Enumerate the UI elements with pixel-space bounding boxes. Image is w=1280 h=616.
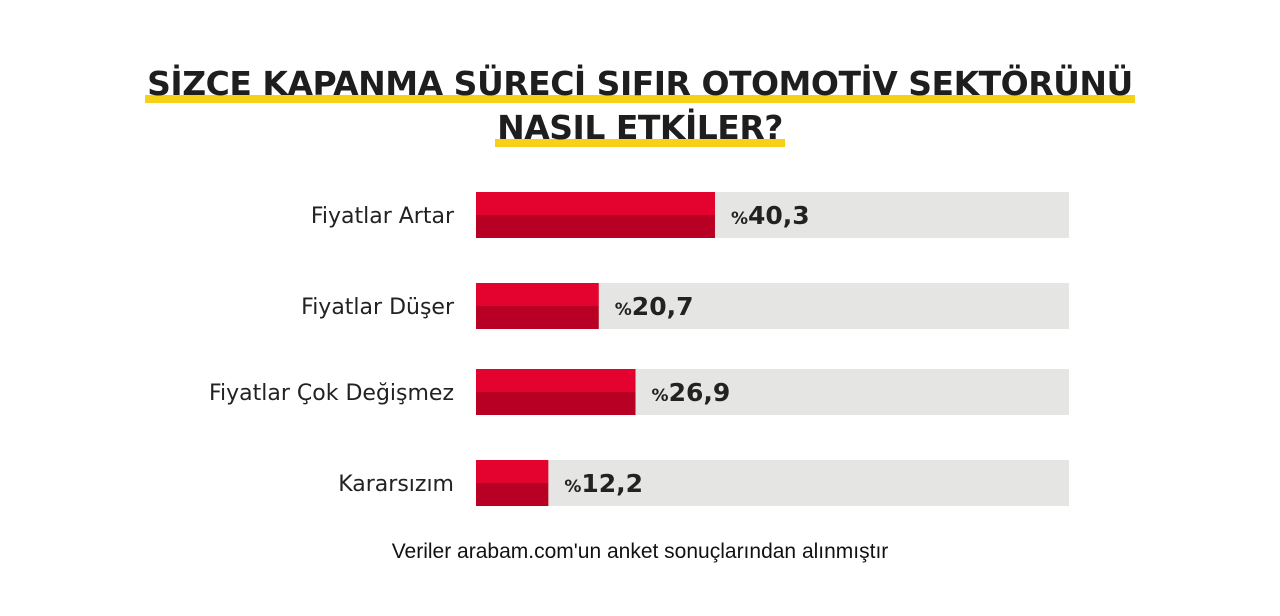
category-label: Fiyatlar Artar xyxy=(311,204,455,229)
bar-shade xyxy=(476,306,599,329)
data-label: %26,9 xyxy=(652,378,731,407)
chart-title: SİZCE KAPANMA SÜRECİ SIFIR OTOMOTİV SEKT… xyxy=(0,62,1280,150)
bar xyxy=(476,369,636,392)
bar-shade xyxy=(476,483,549,506)
bar-shade xyxy=(476,215,715,238)
bar-shade xyxy=(476,392,636,415)
category-label: Kararsızım xyxy=(338,472,454,497)
bar xyxy=(476,460,549,483)
title-line-1: SİZCE KAPANMA SÜRECİ SIFIR OTOMOTİV SEKT… xyxy=(145,62,1135,106)
data-label: %12,2 xyxy=(564,469,643,498)
data-label: %20,7 xyxy=(615,292,694,321)
source-footnote: Veriler arabam.com'un anket sonuçlarında… xyxy=(391,540,889,563)
title-line-2: NASIL ETKİLER? xyxy=(495,106,785,150)
category-label: Fiyatlar Düşer xyxy=(301,295,455,320)
category-label: Fiyatlar Çok Değişmez xyxy=(209,381,454,406)
data-label: %40,3 xyxy=(731,201,810,230)
bar xyxy=(476,192,715,215)
bar-track xyxy=(476,460,1069,506)
bar xyxy=(476,283,599,306)
